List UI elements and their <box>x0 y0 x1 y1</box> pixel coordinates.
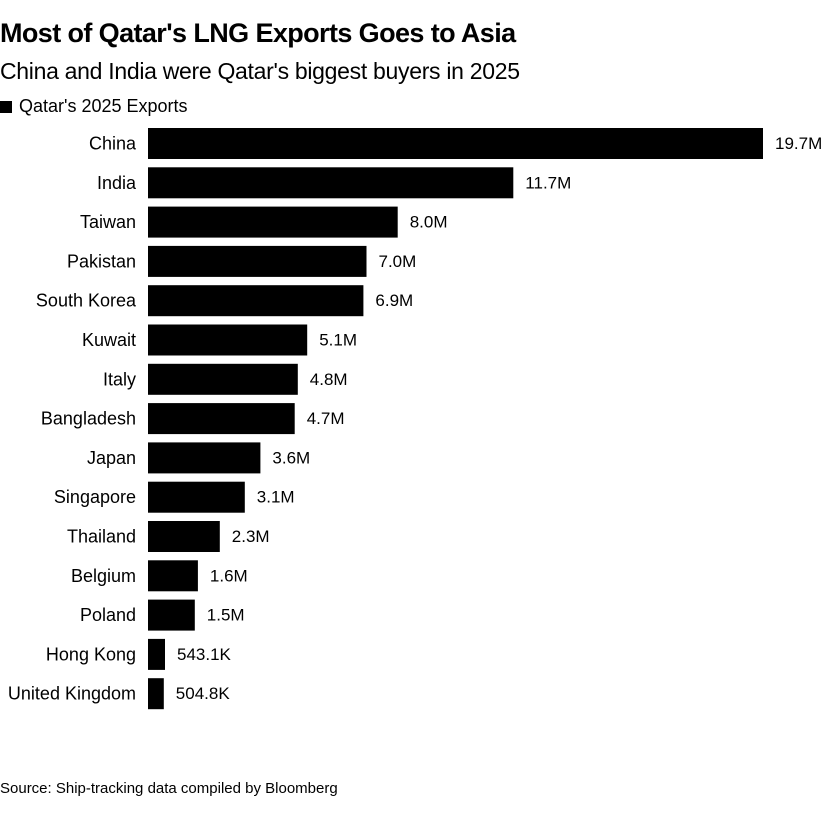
bar-pakistan <box>148 245 367 277</box>
category-label-singapore: Singapore <box>54 487 136 507</box>
value-label-singapore: 3.1M <box>257 488 295 507</box>
legend-label: Qatar's 2025 Exports <box>19 96 188 116</box>
category-label-south-korea: South Korea <box>36 291 137 311</box>
chart-title: Most of Qatar's LNG Exports Goes to Asia <box>0 18 516 48</box>
category-label-kuwait: Kuwait <box>82 330 136 350</box>
bar-united-kingdom <box>148 678 164 710</box>
value-label-belgium: 1.6M <box>210 566 248 585</box>
value-labels-group: 19.7M 11.7M 8.0M 7.0M 6.9M 5.1M 4.8M 4.7M 3.6M 3.… <box>176 134 822 703</box>
bar-poland <box>148 599 195 631</box>
bar-italy <box>148 363 298 395</box>
value-label-poland: 1.5M <box>207 606 245 625</box>
bar-thailand <box>148 521 220 552</box>
bar-hong-kong <box>148 638 165 670</box>
bar-kuwait <box>148 324 308 356</box>
category-labels-group: China India Taiwan Pakistan South Korea Kuwai… <box>8 134 137 704</box>
value-label-japan: 3.6M <box>272 448 310 467</box>
value-label-kuwait: 5.1M <box>319 331 357 350</box>
category-label-india: India <box>97 173 137 193</box>
value-label-bangladesh: 4.7M <box>307 409 345 428</box>
bar-japan <box>148 442 261 474</box>
value-label-pakistan: 7.0M <box>379 252 417 271</box>
category-label-united-kingdom: United Kingdom <box>8 684 136 704</box>
bars-group <box>148 128 763 710</box>
category-label-thailand: Thailand <box>67 527 136 547</box>
category-label-hong-kong: Hong Kong <box>46 644 136 664</box>
bar-bangladesh <box>148 403 295 435</box>
legend-swatch <box>0 100 12 113</box>
value-label-united-kingdom: 504.8K <box>176 684 231 703</box>
category-label-belgium: Belgium <box>71 566 136 586</box>
legend: Qatar's 2025 Exports <box>0 96 188 117</box>
bar-belgium <box>148 560 198 592</box>
chart-subtitle: China and India were Qatar's biggest buy… <box>0 58 520 84</box>
value-label-hong-kong: 543.1K <box>177 645 232 664</box>
category-label-japan: Japan <box>87 448 136 468</box>
value-label-china: 19.7M <box>775 134 822 153</box>
value-label-thailand: 2.3M <box>232 527 270 546</box>
category-label-italy: Italy <box>103 369 136 389</box>
bar-south-korea <box>148 285 364 317</box>
bar-china <box>148 128 763 159</box>
category-label-bangladesh: Bangladesh <box>41 409 136 429</box>
category-label-china: China <box>89 134 137 154</box>
source-note: Source: Ship-tracking data compiled by B… <box>0 780 338 797</box>
bar-singapore <box>148 481 245 513</box>
value-label-south-korea: 6.9M <box>375 291 413 310</box>
category-label-pakistan: Pakistan <box>67 251 136 271</box>
bar-chart: China India Taiwan Pakistan South Korea Kuwai… <box>8 128 822 710</box>
value-label-india: 11.7M <box>525 173 571 192</box>
category-label-taiwan: Taiwan <box>80 212 136 232</box>
value-label-italy: 4.8M <box>310 370 348 389</box>
category-label-poland: Poland <box>80 605 136 625</box>
bar-taiwan <box>148 206 398 238</box>
value-label-taiwan: 8.0M <box>410 213 448 232</box>
bar-india <box>148 167 514 199</box>
